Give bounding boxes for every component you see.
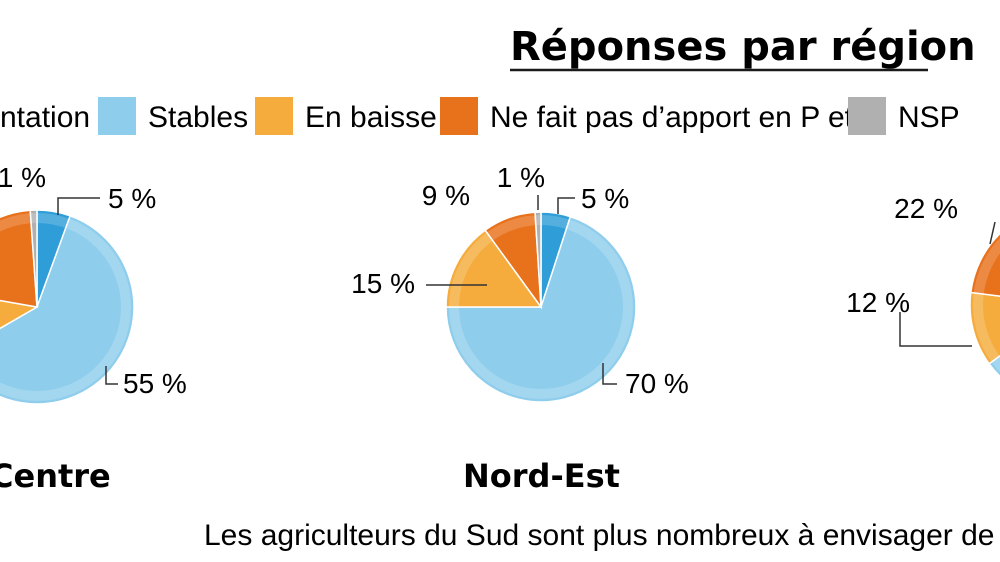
legend-item-stables: Stables [98, 97, 248, 135]
slice-stables [988, 354, 1000, 378]
region-label: Nord-Est [463, 457, 620, 495]
slice-nsp [534, 211, 542, 308]
leader-line [557, 197, 575, 214]
slice-stables [0, 214, 135, 405]
pie-charts: 5 % 55 % 1 % Centre 5 % 70 % 15 % 9 % 1 % Nord-Es… [0, 162, 1000, 495]
legend-swatch [848, 97, 886, 135]
legend-label: Ne fait pas d’apport en P et K [490, 101, 881, 134]
legend-item-ne-fait-pas-d-apport-en-p-et-k: Ne fait pas d’apport en P et K [440, 97, 881, 135]
data-label-stables: 55 % [123, 368, 187, 399]
data-label-en-baisse: 12 % [846, 287, 910, 318]
legend-swatch [255, 97, 293, 135]
slice-en-baisse [445, 229, 543, 308]
legend-label: En baisse [305, 101, 437, 134]
pie-chart-centre: 5 % 55 % 1 % Centre [0, 162, 187, 495]
data-label-ntation: 5 % [581, 183, 629, 214]
leader-line [57, 197, 100, 215]
pie-inner-ring [0, 213, 131, 401]
legend-swatch [98, 97, 136, 135]
pie-inner-ring [449, 215, 633, 399]
data-label-nsp: 1 % [497, 162, 545, 193]
legend-item-nsp: NSP [848, 97, 960, 135]
data-label-ne-fait-pas-d-apport-en-p-et-k: 9 % [422, 180, 470, 211]
data-label-stables: 70 % [625, 368, 689, 399]
data-label-nsp: 1 % [0, 162, 46, 193]
slice-nsp [29, 209, 38, 308]
legend-label: ntation [0, 101, 90, 134]
legend-swatch [440, 97, 478, 135]
slice-ne-fait-pas-d-apport-en-p-et-k [0, 209, 38, 308]
data-label-en-baisse: 15 % [351, 268, 415, 299]
data-label-ntation: 5 % [108, 183, 156, 214]
leader-line [602, 363, 617, 385]
chart-title: Réponses par région [510, 24, 976, 70]
region-label: Centre [0, 457, 111, 495]
slice-en-baisse [0, 299, 40, 330]
slice-en-baisse [969, 291, 1000, 365]
legend-item-en-baisse: En baisse [255, 97, 437, 135]
leader-line [105, 366, 118, 385]
legend-label: Stables [148, 101, 248, 134]
leader-line [989, 221, 996, 245]
pie-inner-ring [973, 237, 1000, 373]
pie-chart-nord-est: 5 % 70 % 15 % 9 % 1 % Nord-Est [351, 162, 689, 495]
legend-label: NSP [898, 101, 960, 134]
legend-item-ntation: ntation [0, 101, 90, 134]
legend: ntation Stables En baisse Ne fait pas d’app… [0, 97, 960, 135]
footnote: Les agriculteurs du Sud sont plus nombre… [204, 519, 1000, 552]
slice-stables [445, 215, 637, 403]
slice-ne-fait-pas-d-apport-en-p-et-k [969, 232, 1000, 297]
data-label-ne-fait-pas-d-apport-en-p-et-k: 22 % [894, 193, 958, 224]
leader-line [899, 312, 972, 347]
pie-chart-chart-3: 12 % 22 % [846, 193, 1000, 378]
